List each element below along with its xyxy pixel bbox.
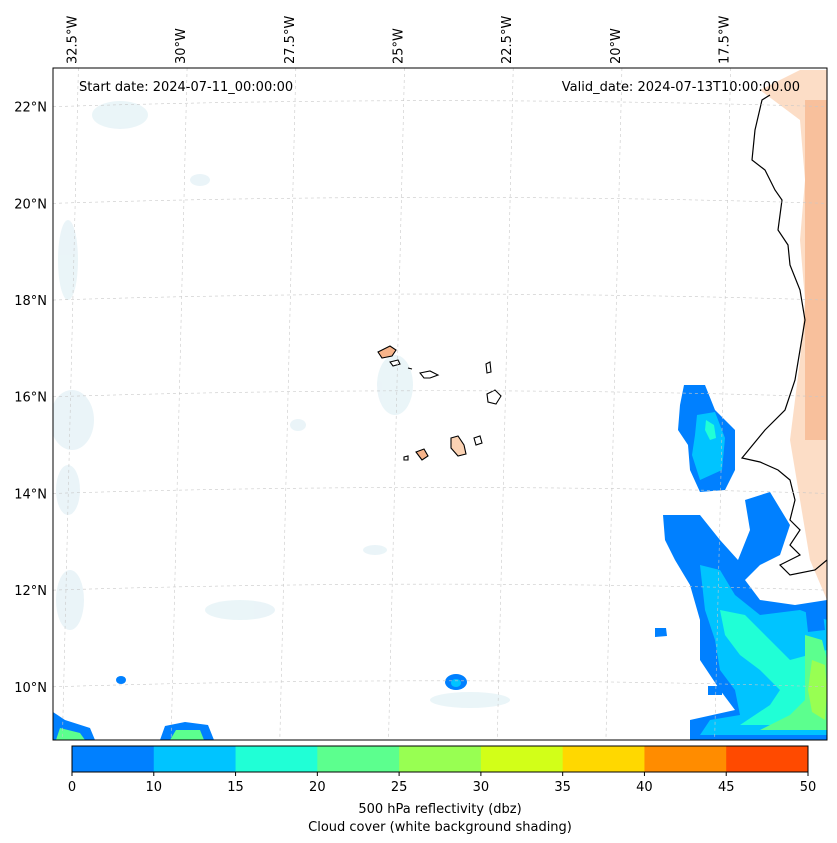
latitude-tick-label: 20°N bbox=[14, 197, 47, 212]
colorbar-swatch bbox=[644, 746, 727, 772]
cloud-cover-shading bbox=[53, 101, 510, 708]
meridian-line bbox=[388, 68, 405, 740]
longitude-tick-labels: 32.5°W 30°W 27.5°W 25°W 22.5°W 20°W 17.5°W bbox=[65, 16, 732, 64]
meridian-line bbox=[496, 68, 514, 740]
colorbar-tick-label: 35 bbox=[554, 780, 571, 795]
parallel-line bbox=[53, 487, 827, 494]
latitude-tick-label: 14°N bbox=[14, 487, 47, 502]
colorbar-subtitle: Cloud cover (white background shading) bbox=[308, 820, 572, 835]
latitude-tick-label: 18°N bbox=[14, 294, 47, 309]
colorbar-tick-label: 15 bbox=[227, 780, 244, 795]
reflectivity-field bbox=[53, 385, 827, 740]
colorbar-tick-label: 20 bbox=[309, 780, 326, 795]
land-warm-shading bbox=[760, 70, 827, 600]
colorbar-swatch bbox=[153, 746, 237, 772]
latitude-tick-label: 12°N bbox=[14, 584, 47, 599]
colorbar-tick-label: 30 bbox=[473, 780, 490, 795]
longitude-tick-label: 25°W bbox=[392, 28, 407, 64]
cape-verde-islands bbox=[377, 345, 502, 461]
longitude-tick-label: 30°W bbox=[174, 28, 189, 64]
colorbar-tick-label: 50 bbox=[800, 780, 817, 795]
parallel-line bbox=[53, 680, 827, 688]
colorbar-swatch bbox=[399, 746, 482, 772]
longitude-tick-label: 17.5°W bbox=[718, 16, 733, 64]
parallel-line bbox=[53, 390, 827, 398]
colorbar-tick-label: 25 bbox=[391, 780, 408, 795]
meridian-line bbox=[714, 68, 731, 740]
longitude-tick-label: 20°W bbox=[609, 28, 624, 64]
valid-date-label: Valid_date: 2024-07-13T10:00:00.00 bbox=[562, 80, 800, 95]
colorbar-swatch bbox=[235, 746, 318, 772]
meridian-line bbox=[62, 68, 79, 740]
colorbar-tick-label: 45 bbox=[718, 780, 735, 795]
colorbar-tick-label: 10 bbox=[146, 780, 163, 795]
colorbar-swatch bbox=[480, 746, 564, 772]
africa-coastline bbox=[740, 94, 827, 576]
colorbar-tick-label: 0 bbox=[68, 780, 76, 795]
latitude-tick-label: 22°N bbox=[14, 101, 47, 116]
longitude-tick-label: 32.5°W bbox=[65, 16, 80, 64]
parallel-line bbox=[53, 100, 827, 107]
meridian-line bbox=[170, 68, 188, 740]
colorbar-swatch bbox=[726, 746, 809, 772]
parallel-line bbox=[53, 293, 827, 301]
colorbar-swatch bbox=[562, 746, 645, 772]
meridian-line bbox=[605, 68, 623, 740]
colorbar: 0 10 15 20 25 30 35 40 45 50 bbox=[68, 745, 817, 795]
parallel-line bbox=[53, 583, 827, 591]
longitude-tick-label: 27.5°W bbox=[283, 16, 298, 64]
colorbar-swatch bbox=[72, 746, 155, 772]
latitude-tick-label: 16°N bbox=[14, 391, 47, 406]
colorbar-frame bbox=[71, 745, 809, 773]
colorbar-swatch bbox=[317, 746, 400, 772]
longitude-tick-label: 22.5°W bbox=[500, 16, 515, 64]
meridian-line bbox=[279, 68, 297, 740]
start-date-label: Start date: 2024-07-11_00:00:00 bbox=[79, 80, 293, 95]
colorbar-tick-label: 40 bbox=[636, 780, 653, 795]
plot-frame bbox=[52, 67, 828, 741]
graticule bbox=[53, 68, 827, 740]
parallel-line bbox=[53, 197, 827, 204]
colorbar-title: 500 hPa reflectivity (dbz) bbox=[358, 802, 521, 817]
latitude-tick-label: 10°N bbox=[14, 681, 47, 696]
latitude-tick-labels: 22°N 20°N 18°N 16°N 14°N 12°N 10°N bbox=[14, 101, 47, 696]
